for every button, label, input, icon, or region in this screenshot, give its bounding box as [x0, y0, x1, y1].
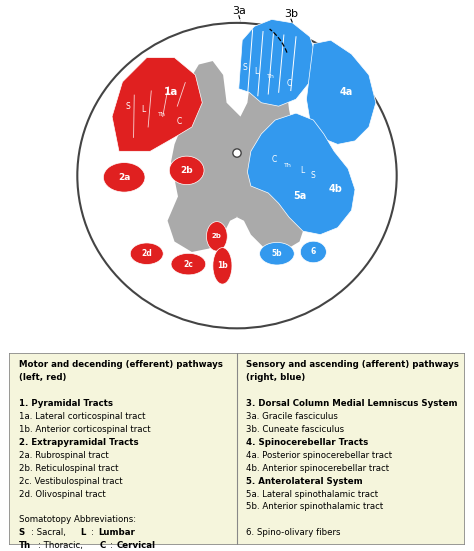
Text: 6: 6: [311, 247, 316, 256]
Text: Motor and decending (efferent) pathways: Motor and decending (efferent) pathways: [18, 360, 222, 369]
Text: 5. Anterolateral System: 5. Anterolateral System: [246, 477, 363, 485]
Text: :: :: [109, 541, 115, 550]
Text: 1a: 1a: [164, 87, 178, 98]
Polygon shape: [228, 215, 246, 311]
Text: Lumbar: Lumbar: [98, 528, 135, 537]
Text: 1b: 1b: [217, 261, 228, 271]
Text: 4b. Anterior spinocerebellar tract: 4b. Anterior spinocerebellar tract: [246, 464, 389, 473]
Text: C: C: [272, 155, 277, 165]
Text: S: S: [242, 63, 247, 73]
Text: : Sacral,: : Sacral,: [31, 528, 69, 537]
Text: L: L: [80, 528, 85, 537]
Text: L: L: [300, 166, 304, 175]
Ellipse shape: [213, 247, 232, 284]
Text: 5b: 5b: [272, 249, 282, 258]
Text: 1. Pyramidal Tracts: 1. Pyramidal Tracts: [18, 399, 113, 408]
Text: 2c. Vestibulospinal tract: 2c. Vestibulospinal tract: [18, 477, 122, 485]
Text: L: L: [254, 67, 258, 76]
Text: 4a: 4a: [340, 87, 353, 98]
Text: 2d. Olivospinal tract: 2d. Olivospinal tract: [18, 490, 105, 499]
Ellipse shape: [301, 241, 327, 263]
Text: C: C: [100, 541, 106, 550]
Text: 3a. Gracile fasciculus: 3a. Gracile fasciculus: [246, 412, 338, 421]
Text: Somatotopy Abbreviations:: Somatotopy Abbreviations:: [18, 515, 136, 525]
Text: Sensory and ascending (afferent) pathways: Sensory and ascending (afferent) pathway…: [246, 360, 459, 369]
Text: Th: Th: [267, 74, 275, 79]
Text: Cervical: Cervical: [117, 541, 155, 550]
Text: 2d: 2d: [141, 249, 152, 258]
Text: 2b: 2b: [212, 234, 222, 239]
Text: 6. Spino-olivary fibers: 6. Spino-olivary fibers: [246, 528, 341, 537]
Text: 2a. Rubrospinal tract: 2a. Rubrospinal tract: [18, 451, 109, 460]
Ellipse shape: [77, 23, 397, 328]
Text: (left, red): (left, red): [18, 373, 66, 382]
Text: 4a. Posterior spinocerebellar tract: 4a. Posterior spinocerebellar tract: [246, 451, 392, 460]
Text: (right, blue): (right, blue): [246, 373, 305, 382]
Text: 2b. Reticulospinal tract: 2b. Reticulospinal tract: [18, 464, 118, 473]
Ellipse shape: [207, 222, 227, 251]
Text: 5a: 5a: [293, 191, 306, 202]
Text: L: L: [141, 105, 146, 114]
Polygon shape: [223, 33, 251, 93]
Text: 4b: 4b: [329, 185, 343, 195]
Polygon shape: [239, 19, 317, 106]
Text: 4. Spinocerebellar Tracts: 4. Spinocerebellar Tracts: [246, 438, 368, 447]
Text: S: S: [311, 171, 316, 180]
Text: S: S: [125, 102, 130, 111]
Text: 5b. Anterior spinothalamic tract: 5b. Anterior spinothalamic tract: [246, 503, 383, 511]
Text: Th: Th: [18, 541, 31, 550]
Ellipse shape: [103, 163, 145, 192]
Text: 3. Dorsal Column Medial Lemniscus System: 3. Dorsal Column Medial Lemniscus System: [246, 399, 457, 408]
Ellipse shape: [169, 156, 204, 185]
Text: Th: Th: [284, 163, 292, 168]
Text: S: S: [18, 528, 25, 537]
FancyBboxPatch shape: [9, 353, 465, 545]
Polygon shape: [306, 40, 376, 144]
Circle shape: [233, 149, 241, 157]
Ellipse shape: [171, 253, 206, 275]
Text: Th: Th: [158, 112, 166, 117]
Polygon shape: [112, 58, 202, 152]
Text: 1b. Anterior corticospinal tract: 1b. Anterior corticospinal tract: [18, 425, 150, 434]
Text: 3b. Cuneate fasciculus: 3b. Cuneate fasciculus: [246, 425, 344, 434]
Text: 2b: 2b: [180, 166, 193, 175]
Polygon shape: [168, 61, 306, 252]
Text: 2. Extrapyramidal Tracts: 2. Extrapyramidal Tracts: [18, 438, 138, 447]
Text: C: C: [286, 79, 292, 88]
Text: 2c: 2c: [183, 260, 193, 269]
Text: :: :: [91, 528, 97, 537]
Ellipse shape: [130, 243, 163, 264]
Text: 5a. Lateral spinothalamic tract: 5a. Lateral spinothalamic tract: [246, 490, 378, 499]
Text: C: C: [177, 117, 182, 126]
Ellipse shape: [260, 242, 294, 265]
Polygon shape: [247, 113, 355, 235]
Text: 1a. Lateral corticospinal tract: 1a. Lateral corticospinal tract: [18, 412, 145, 421]
Text: 3b: 3b: [284, 9, 298, 19]
Text: 3a: 3a: [232, 6, 246, 16]
Text: : Thoracic,: : Thoracic,: [38, 541, 85, 550]
Text: 2a: 2a: [118, 173, 130, 182]
